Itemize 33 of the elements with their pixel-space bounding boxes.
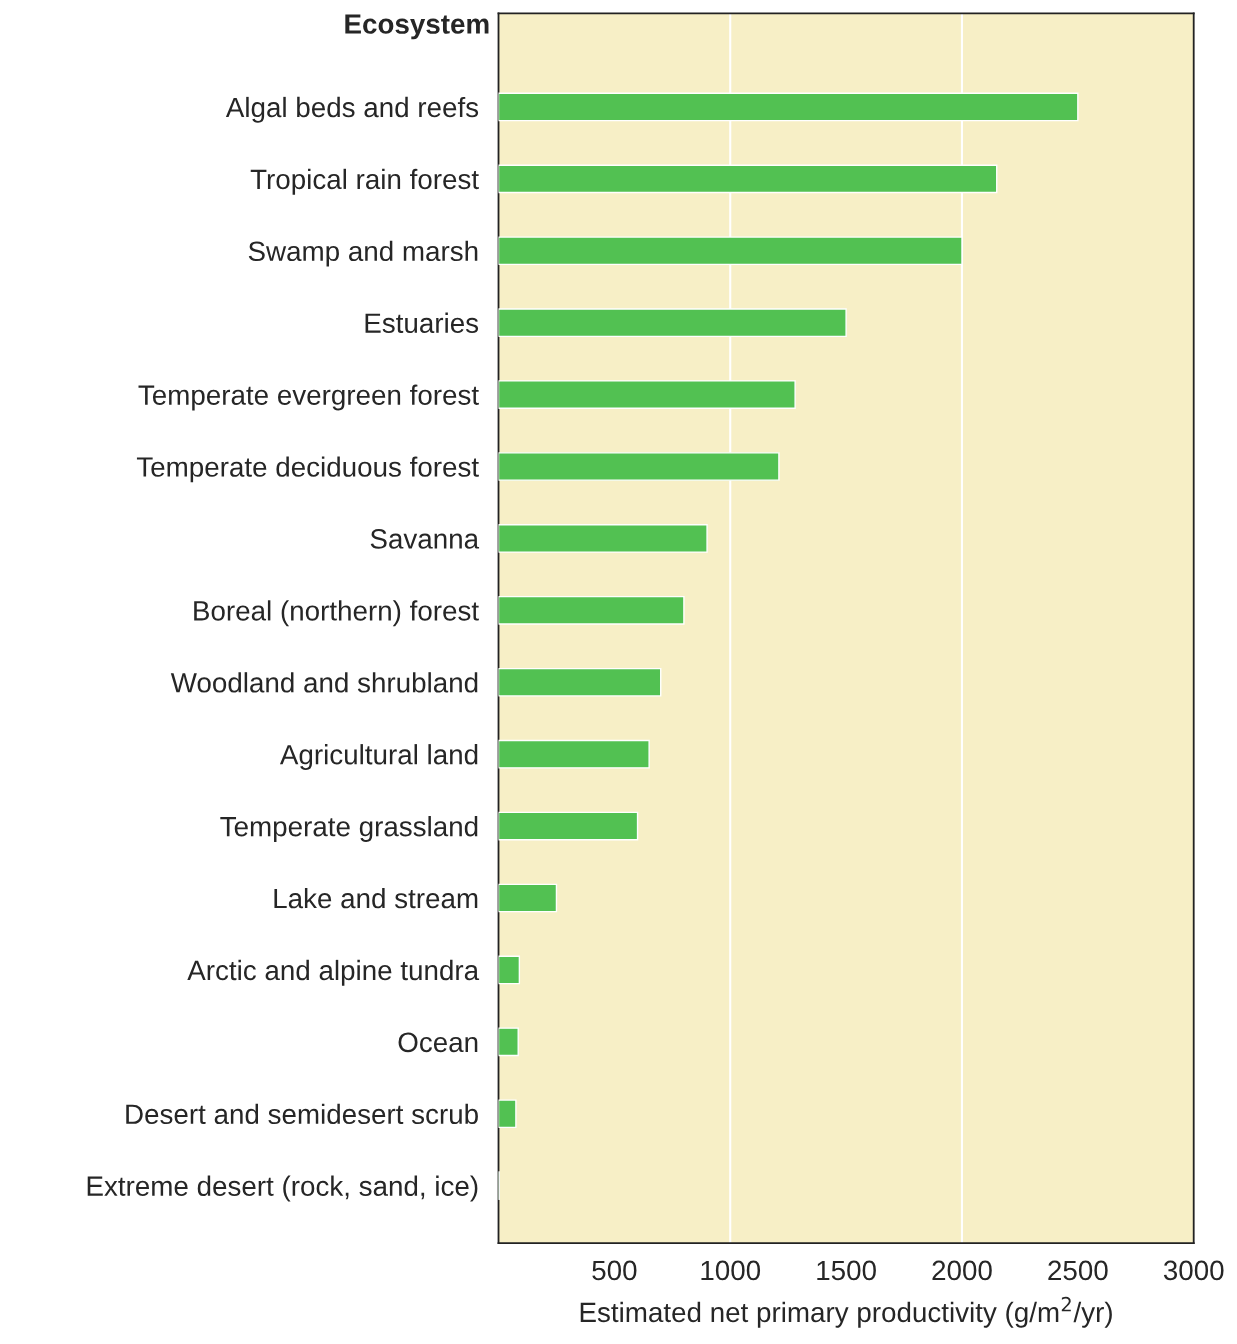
y-tick-label: Lake and stream — [274, 887, 478, 909]
y-tick-label: Algal beds and reefs — [225, 96, 479, 123]
y-tick-label: Arctic and alpine tundra — [187, 959, 480, 986]
bar — [498, 955, 521, 985]
y-tick-label: Desert and semidesert scrub — [126, 1103, 478, 1125]
x-tick-label: 500 — [592, 1260, 637, 1281]
y-tick-label: Estuaries — [365, 312, 479, 334]
y-tick-label: Tropical rain forest — [250, 168, 479, 195]
x-tick-label: 3000 — [1163, 1260, 1224, 1281]
y-tick-label: Boreal (northern) forest — [194, 600, 479, 627]
y-tick-label: Savanna — [370, 529, 480, 549]
y-tick-label: Ocean — [398, 1032, 478, 1053]
y-axis-title: Ecosystem — [345, 14, 489, 40]
y-tick-label: Extreme desert (rock, sand, ice) — [87, 1175, 478, 1202]
x-axis-title: Estimated net primary productivity (g/m$^{2}$/yr) — [580, 1296, 1112, 1328]
bar — [498, 811, 639, 841]
x-tick-label: 2500 — [1048, 1260, 1108, 1281]
x-tick-label: 1500 — [817, 1260, 876, 1281]
y-tick-label: Temperate evergreen forest — [138, 384, 479, 411]
bar — [498, 667, 662, 697]
y-tick-label: Temperate grassland — [220, 816, 478, 842]
x-tick-label: 1000 — [701, 1260, 761, 1281]
x-tick-label: 2000 — [932, 1260, 992, 1281]
bar — [498, 883, 558, 913]
y-tick-label: Woodland and shrubland — [170, 672, 478, 693]
bar — [498, 595, 685, 625]
y-tick-label: Agricultural land — [279, 744, 478, 770]
bar — [498, 1099, 517, 1129]
bar — [498, 1027, 519, 1057]
y-tick-label: Swamp and marsh — [248, 240, 478, 267]
y-tick-label: Temperate deciduous forest — [136, 456, 479, 483]
bar — [498, 524, 708, 553]
bar — [498, 739, 650, 769]
